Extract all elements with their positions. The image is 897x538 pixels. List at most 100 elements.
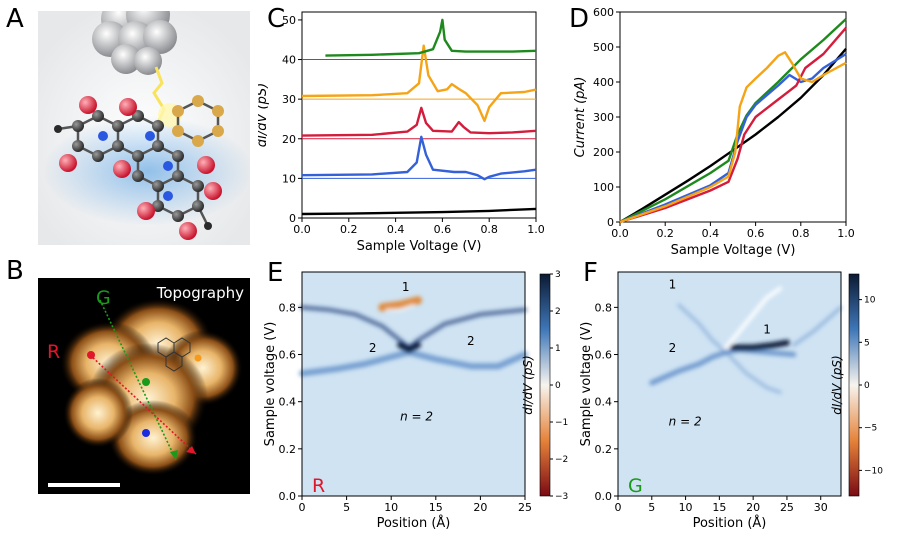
x-tick-label: 0.2 (340, 223, 358, 236)
chart-d: 0.0 0.2 0.4 0.6 0.8 1.0 0 100 200 300 400 500 600 Sam… (573, 6, 854, 258)
label-2-right: 2 (467, 334, 475, 348)
panel-letter-a: A (6, 4, 24, 34)
x-tick-label: 0.0 (611, 227, 629, 240)
plot-frame (617, 271, 842, 497)
colorbar-tick-label: 10 (864, 296, 876, 306)
x-tick-label: 0.8 (480, 223, 498, 236)
y-tick-label: 0 (607, 216, 614, 229)
label-n-2: n = 2 (669, 414, 702, 428)
y-tick-label: 0.2 (595, 443, 613, 456)
heatmap-feature (677, 303, 782, 394)
y-tick-label: 0.0 (595, 490, 613, 503)
y-axis-label: Sample voltage (V) (263, 322, 278, 447)
x-tick-label: 0.6 (434, 223, 452, 236)
colorbar-tick-label: 3 (555, 270, 561, 280)
blue-dot (142, 429, 150, 437)
x-axis-label: Position (Å) (693, 515, 767, 531)
y-tick-label: 0.4 (279, 396, 297, 409)
chart-c: 0.0 0.2 0.4 0.6 0.8 1.0 0 10 20 30 40 50 Sample Volt… (258, 11, 545, 254)
panel-letter-d: D (569, 4, 590, 34)
y-tick-label: 10 (282, 172, 296, 185)
y-tick-label: 0.8 (595, 301, 613, 314)
x-tick-label: 1.0 (837, 227, 854, 240)
heatmap-feature (649, 347, 797, 386)
colorbar (848, 273, 860, 497)
label-2: 2 (669, 341, 677, 355)
colorbar-tick-label: −5 (864, 424, 877, 434)
x-tick-label: 20 (473, 501, 487, 514)
heatmap-feature (724, 286, 783, 350)
label-n-2: n = 2 (400, 410, 433, 424)
y-axis-label: Current (pA) (573, 77, 588, 158)
line-g-label: G (96, 287, 111, 309)
colorbar-tick-label: 2 (555, 307, 561, 317)
y-tick-label: 20 (282, 133, 296, 146)
plot-frame (619, 11, 847, 223)
x-tick-label: 0 (299, 501, 306, 514)
scale-bar (48, 483, 120, 487)
label-1-top: 1 (669, 278, 677, 292)
x-tick-label: 5 (648, 501, 655, 514)
topography-label: Topography (156, 284, 244, 302)
green-dot (142, 378, 150, 386)
colorbar-tick-label: −1 (555, 418, 568, 428)
x-tick-label: 0.2 (656, 227, 674, 240)
y-tick-label: 40 (282, 54, 296, 67)
y-tick-label: 100 (593, 181, 614, 194)
x-tick-label: 0.4 (702, 227, 720, 240)
y-tick-label: 200 (593, 146, 614, 159)
colorbar-tick-label: 1 (555, 344, 561, 354)
panel-letter-e: E (267, 258, 284, 288)
x-tick-label: 20 (746, 501, 760, 514)
heatmap-background (302, 272, 525, 496)
colorbar-tick-label: 5 (864, 338, 870, 348)
red-dot (87, 351, 95, 359)
x-tick-label: 0.0 (293, 223, 311, 236)
label-2-left: 2 (369, 341, 377, 355)
label-1: 1 (402, 280, 410, 294)
series-line-2 (619, 52, 847, 224)
colorbar (539, 273, 551, 497)
colorbar-tick-label: −3 (555, 492, 568, 502)
series-line-4 (619, 51, 847, 224)
corner-label-r: R (312, 475, 325, 497)
y-tick-label: 300 (593, 111, 614, 124)
colorbar-label: dI/dV (pS) (521, 355, 535, 414)
x-tick-label: 30 (814, 501, 828, 514)
x-axis-label: Sample Voltage (V) (671, 243, 796, 258)
x-tick-label: 0.8 (792, 227, 810, 240)
colorbar-tick-label: 0 (864, 381, 870, 391)
line-g (99, 299, 177, 461)
y-tick-label: 0 (289, 212, 296, 225)
x-tick-label: 0.6 (747, 227, 765, 240)
plot-frame (301, 271, 526, 497)
line-r (89, 354, 197, 455)
panel-letter-c: C (267, 4, 286, 34)
x-axis-label: Position (Å) (377, 515, 451, 531)
colorbar-tick-label: 0 (555, 381, 561, 391)
heatmap-feature (378, 296, 422, 312)
heatmap-feature (792, 305, 843, 347)
label-1-right: 1 (763, 322, 771, 336)
series-line-4 (325, 18, 537, 57)
orange-dot (194, 354, 202, 362)
x-tick-label: 0.4 (387, 223, 405, 236)
x-tick-label: 5 (343, 501, 350, 514)
series-line-3 (301, 44, 537, 123)
series-line-1 (301, 135, 537, 181)
colorbar-label: dI/dV (pS) (830, 355, 844, 414)
series-line-2 (301, 106, 537, 137)
x-tick-label: 25 (780, 501, 794, 514)
x-tick-label: 15 (429, 501, 443, 514)
molecule-atoms (54, 95, 224, 240)
series-line-3 (619, 27, 847, 224)
heatmap-feature (729, 339, 790, 351)
heatmap-feature (300, 305, 527, 351)
heatmap-feature (385, 303, 415, 312)
x-axis-label: Sample Voltage (V) (357, 239, 482, 254)
line-r-label: R (47, 341, 60, 363)
y-tick-label: 0.2 (279, 443, 297, 456)
x-tick-label: 15 (712, 501, 726, 514)
x-tick-label: 0 (615, 501, 622, 514)
